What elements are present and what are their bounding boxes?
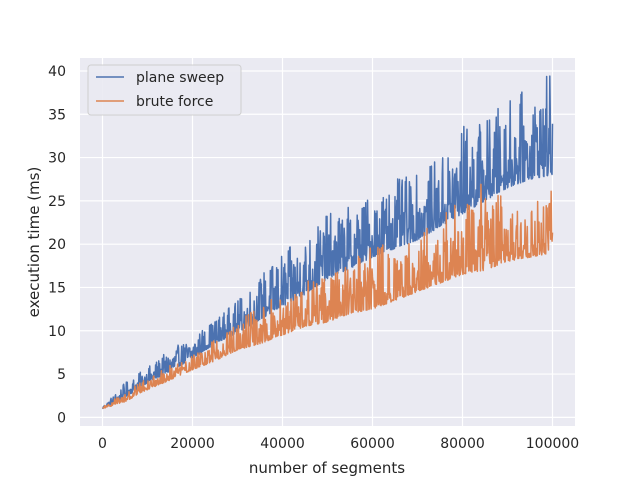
x-tick-label: 20000 [170, 436, 215, 452]
y-tick-label: 35 [48, 107, 66, 123]
y-tick-label: 5 [57, 367, 66, 383]
legend-box [87, 64, 242, 116]
series-line-brute-force [102, 183, 554, 409]
series-line-plane-sweep [101, 75, 554, 410]
x-tick-label: 80000 [440, 436, 485, 452]
legend-label-brute-force: brute force [136, 94, 213, 110]
y-tick-labels: 0 5 10 15 20 25 30 35 40 [48, 64, 66, 426]
y-tick-label: 15 [48, 280, 66, 296]
x-tick-label: 40000 [260, 436, 305, 452]
x-tick-labels: 0 20000 40000 60000 80000 100000 [98, 436, 579, 452]
y-tick-label: 0 [57, 410, 66, 426]
legend: plane sweep brute force [87, 64, 242, 116]
y-tick-label: 25 [48, 194, 66, 210]
y-tick-label: 30 [48, 151, 66, 167]
x-tick-label: 100000 [526, 436, 579, 452]
y-axis-label: execution time (ms) [25, 167, 43, 318]
y-tick-label: 20 [48, 237, 66, 253]
x-tick-label: 0 [98, 436, 107, 452]
series-lines [101, 75, 554, 410]
x-tick-label: 60000 [350, 436, 395, 452]
legend-label-plane-sweep: plane sweep [136, 70, 224, 86]
y-tick-label: 40 [48, 64, 66, 80]
x-axis-label: number of segments [249, 459, 405, 477]
y-tick-label: 10 [48, 324, 66, 340]
